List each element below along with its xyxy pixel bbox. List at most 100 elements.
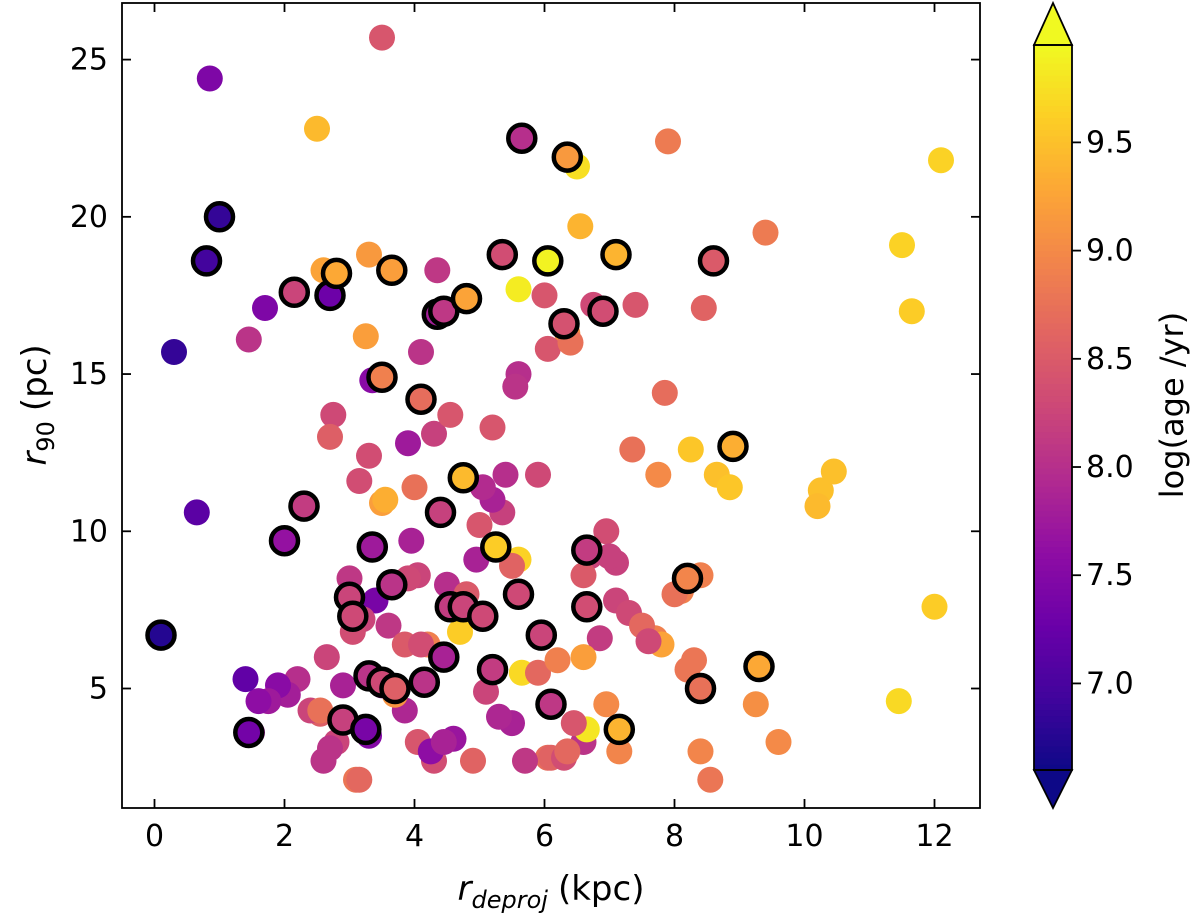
y-tick-label: 15: [70, 357, 108, 392]
data-point: [235, 326, 262, 353]
colorbar-tick-label: 7.5: [1086, 558, 1134, 593]
colorbar-band: [1034, 63, 1072, 70]
colorbar-tick-label: 9.5: [1086, 125, 1134, 160]
colorbar-band: [1034, 359, 1072, 366]
data-point: [398, 527, 425, 554]
colorbar-band: [1034, 455, 1072, 463]
colorbar-band: [1034, 389, 1072, 397]
colorbar-band: [1034, 159, 1072, 167]
colorbar-band: [1034, 111, 1072, 119]
data-point: [560, 710, 587, 737]
colorbar-band: [1034, 365, 1072, 372]
data-point: [928, 147, 954, 174]
colorbar-band: [1034, 310, 1072, 318]
data-point: [479, 414, 506, 441]
data-point: [317, 423, 343, 450]
colorbar-band: [1034, 661, 1072, 668]
colorbar-band: [1034, 594, 1072, 602]
data-point: [447, 618, 473, 645]
outlined-data-point: [288, 490, 320, 522]
data-point: [606, 738, 633, 765]
data-point: [502, 373, 529, 400]
outlined-data-point: [587, 295, 619, 327]
data-point: [486, 703, 512, 730]
outlined-data-point: [486, 238, 519, 271]
data-point: [352, 323, 379, 350]
colorbar-band: [1034, 757, 1072, 765]
colorbar-band: [1034, 691, 1072, 699]
data-point: [369, 24, 395, 51]
data-point: [804, 493, 831, 520]
colorbar-band: [1034, 763, 1072, 771]
data-point: [525, 461, 551, 488]
colorbar-band: [1034, 643, 1072, 650]
outlined-data-point: [532, 245, 564, 277]
data-point: [635, 628, 662, 655]
colorbar-band: [1034, 407, 1072, 415]
colorbar-band: [1034, 250, 1072, 258]
data-point: [554, 738, 581, 765]
data-point: [307, 697, 334, 724]
data-point: [570, 644, 597, 671]
data-point: [593, 518, 620, 545]
data-point: [567, 213, 594, 240]
data-point: [408, 339, 434, 365]
colorbar-band: [1034, 492, 1072, 499]
data-point: [716, 474, 743, 501]
data-point: [889, 232, 915, 259]
y-tick-label: 5: [89, 672, 108, 707]
colorbar-band: [1034, 395, 1072, 403]
colorbar-frame: [1033, 44, 1073, 771]
colorbar-band: [1034, 419, 1072, 427]
colorbar-band: [1034, 196, 1072, 203]
colorbar-band: [1034, 69, 1072, 76]
colorbar-band: [1034, 685, 1072, 693]
outlined-data-point: [743, 650, 775, 683]
outlined-data-point: [684, 672, 717, 705]
outlined-data-point: [366, 361, 398, 393]
data-point: [356, 241, 382, 268]
data-point: [310, 747, 337, 774]
data-point: [313, 644, 340, 671]
colorbar-band: [1034, 431, 1072, 439]
data-points: [145, 24, 954, 793]
y-axis-label-main: r: [15, 450, 55, 466]
colorbar-band: [1034, 57, 1072, 64]
colorbar-tick-label: 9.0: [1086, 234, 1134, 269]
colorbar-band: [1034, 637, 1072, 644]
data-point: [619, 436, 646, 463]
outlined-data-point: [480, 531, 512, 563]
outlined-data-point: [379, 672, 411, 705]
colorbar-band: [1034, 540, 1072, 548]
colorbar-band: [1034, 534, 1072, 542]
data-point: [885, 688, 912, 715]
outlined-data-point: [571, 591, 603, 623]
colorbar-tick-label: 8.0: [1086, 450, 1134, 485]
colorbar-band: [1034, 292, 1072, 300]
outlined-data-point: [506, 122, 538, 154]
colorbar-band: [1034, 202, 1072, 209]
colorbar-band: [1034, 256, 1072, 264]
colorbar-band: [1034, 341, 1072, 348]
colorbar-band: [1034, 727, 1072, 735]
colorbar-band: [1034, 147, 1072, 155]
data-point: [570, 562, 597, 589]
colorbar-band: [1034, 739, 1072, 747]
colorbar-band: [1034, 304, 1072, 312]
colorbar-band: [1034, 612, 1072, 620]
data-point: [687, 738, 714, 765]
colorbar-band: [1034, 721, 1072, 729]
data-point: [586, 625, 613, 652]
colorbar-band: [1034, 655, 1072, 662]
x-axis-label-main: r: [458, 869, 474, 909]
data-point: [424, 257, 451, 284]
colorbar-band: [1034, 582, 1072, 590]
x-axis-label-unit: (kpc): [558, 869, 645, 909]
colorbar-band: [1034, 606, 1072, 614]
outlined-data-point: [671, 562, 704, 595]
colorbar-band: [1034, 631, 1072, 638]
colorbar-extend-bottom: [1032, 769, 1074, 811]
colorbar-band: [1034, 298, 1072, 306]
colorbar-band: [1034, 141, 1072, 149]
outlined-data-point: [551, 141, 584, 173]
